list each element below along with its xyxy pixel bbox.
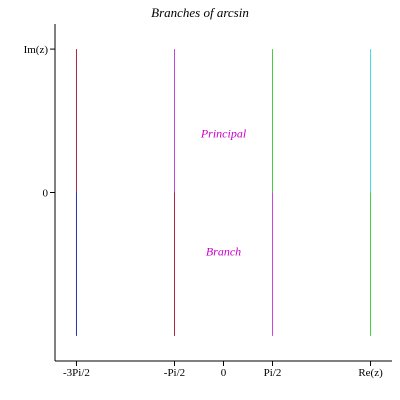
chart-title: Branches of arcsin (151, 5, 249, 20)
x-tick-label-1: -Pi/2 (164, 367, 185, 379)
x-tick-label-2: 0 (221, 367, 227, 379)
x-tick-label-3: Pi/2 (264, 367, 282, 379)
x-tick-label-4: Re(z) (358, 367, 383, 379)
x-tick-label-0: -3Pi/2 (63, 367, 90, 379)
annotations: Principal Branch (200, 127, 247, 259)
y-tick-label-0: 0 (43, 188, 49, 200)
y-ticks: 0 Im(z) (24, 44, 55, 200)
y-tick-label-1: Im(z) (24, 44, 49, 56)
branch-segments (75, 49, 372, 336)
annotation-0: Principal (200, 127, 247, 141)
axes (54, 24, 392, 362)
annotation-1: Branch (206, 244, 241, 258)
x-ticks: -3Pi/2 -Pi/2 0 Pi/2 Re(z) (63, 361, 383, 379)
